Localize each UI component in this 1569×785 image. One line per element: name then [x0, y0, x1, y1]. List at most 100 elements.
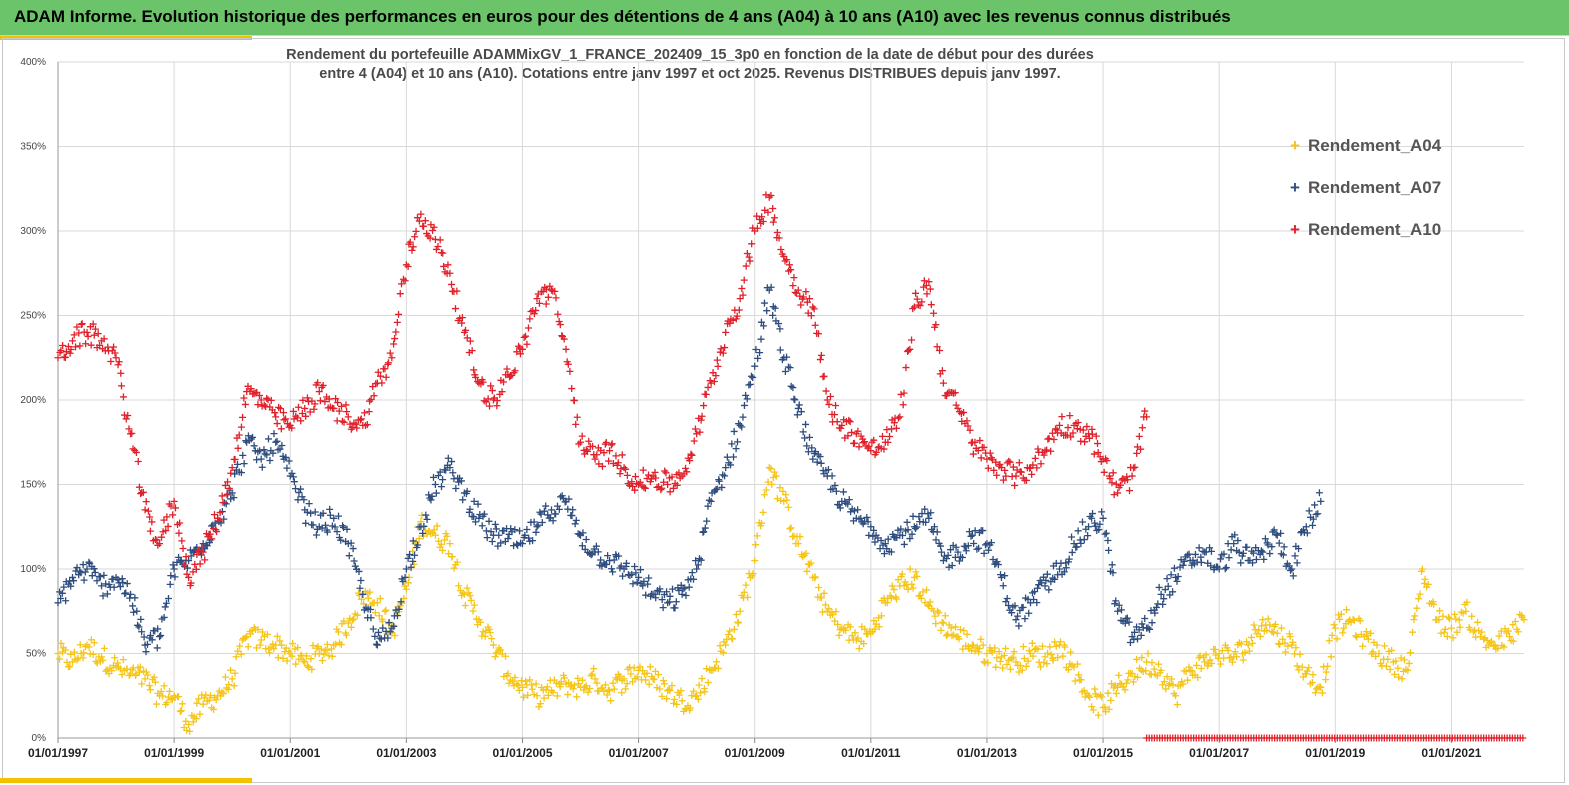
data-point-rendement-a07	[406, 551, 414, 559]
data-point-rendement-a04	[977, 635, 985, 643]
data-point-rendement-a04	[505, 679, 513, 687]
data-point-rendement-a10	[399, 275, 407, 283]
data-point-rendement-a04	[116, 665, 124, 673]
data-point-rendement-a04	[1353, 633, 1361, 641]
data-point-rendement-a07	[459, 496, 467, 504]
data-point-rendement-a10	[589, 442, 597, 450]
data-point-rendement-a10	[288, 424, 296, 432]
data-point-rendement-a07	[1311, 501, 1319, 509]
data-point-rendement-a04	[600, 687, 608, 695]
data-point-rendement-a10	[570, 397, 578, 405]
data-point-rendement-a07	[1021, 615, 1029, 623]
data-point-rendement-a10	[516, 350, 524, 358]
data-point-rendement-a10	[90, 331, 98, 339]
data-point-rendement-a04	[528, 685, 536, 693]
data-point-rendement-a04	[593, 679, 601, 687]
data-point-rendement-a10	[282, 415, 290, 423]
data-point-rendement-a07	[339, 522, 347, 530]
data-point-rendement-a04	[360, 600, 368, 608]
data-point-rendement-a04	[1249, 639, 1257, 647]
data-point-rendement-a10	[738, 284, 746, 292]
data-point-rendement-a07	[628, 571, 636, 579]
data-point-rendement-a04	[1052, 642, 1060, 650]
data-point-rendement-a10	[402, 261, 410, 269]
data-point-rendement-a10	[219, 499, 227, 507]
data-point-rendement-a07	[877, 536, 885, 544]
data-point-rendement-a04	[1293, 662, 1301, 670]
data-point-rendement-a10	[162, 527, 170, 535]
data-point-rendement-a04	[1258, 622, 1266, 630]
data-point-rendement-a04	[1435, 616, 1443, 624]
data-point-rendement-a07	[1169, 588, 1177, 596]
data-point-rendement-a04	[294, 644, 302, 652]
data-point-rendement-a10	[693, 430, 701, 438]
data-point-rendement-a10	[966, 426, 974, 434]
data-point-rendement-a04	[642, 676, 650, 684]
data-point-rendement-a10	[321, 398, 329, 406]
data-point-rendement-a07	[880, 550, 888, 558]
data-point-rendement-a04	[1243, 638, 1251, 646]
data-point-rendement-a10	[686, 457, 694, 465]
data-point-rendement-a07	[757, 318, 765, 326]
data-point-rendement-a07	[395, 605, 403, 613]
data-point-rendement-a10	[458, 314, 466, 322]
data-point-rendement-a10	[647, 475, 655, 483]
data-point-rendement-a07	[1068, 548, 1076, 556]
data-point-rendement-a10	[789, 282, 797, 290]
data-point-rendement-a07	[1163, 575, 1171, 583]
data-point-rendement-a04	[1324, 662, 1332, 670]
data-point-rendement-a07	[495, 531, 503, 539]
data-point-rendement-a07	[54, 599, 62, 607]
data-point-rendement-a04	[1201, 658, 1209, 666]
data-point-rendement-a07	[736, 421, 744, 429]
data-point-rendement-a04	[535, 703, 543, 711]
data-point-rendement-a07	[119, 578, 127, 586]
data-point-rendement-a07	[335, 512, 343, 520]
data-point-rendement-a04	[719, 649, 727, 657]
data-point-rendement-a07	[532, 528, 540, 536]
data-point-rendement-a04	[574, 674, 582, 682]
data-point-rendement-a04	[1127, 669, 1135, 677]
data-point-rendement-a10	[554, 310, 562, 318]
data-point-rendement-a07	[231, 470, 239, 478]
data-point-rendement-a07	[1249, 559, 1257, 567]
data-point-rendement-a07	[294, 496, 302, 504]
data-point-rendement-a10	[397, 280, 405, 288]
data-point-rendement-a04	[376, 595, 384, 603]
data-point-rendement-a10	[552, 294, 560, 302]
data-point-rendement-a07	[76, 567, 84, 575]
data-point-rendement-a10	[916, 302, 924, 310]
data-point-rendement-a07	[470, 513, 478, 521]
data-point-rendement-a04	[1073, 660, 1081, 668]
x-tick-label: 01/01/2007	[609, 746, 669, 760]
data-point-rendement-a10	[719, 349, 727, 357]
data-point-rendement-a04	[246, 630, 254, 638]
data-point-rendement-a04	[584, 688, 592, 696]
data-point-rendement-a07	[898, 531, 906, 539]
data-point-rendement-a04	[344, 619, 352, 627]
data-point-rendement-a07	[945, 563, 953, 571]
data-point-rendement-a04	[784, 503, 792, 511]
data-point-rendement-a04	[1413, 604, 1421, 612]
data-point-rendement-a07	[123, 580, 131, 588]
data-point-rendement-a10	[444, 261, 452, 269]
data-point-rendement-a07	[975, 544, 983, 552]
legend-marker-a10: +	[1290, 220, 1300, 239]
data-point-rendement-a10	[1045, 434, 1053, 442]
data-point-rendement-a10	[822, 387, 830, 395]
data-point-rendement-a04	[1443, 632, 1451, 640]
data-point-rendement-a10	[1013, 466, 1021, 474]
data-point-rendement-a04	[1168, 675, 1176, 683]
data-point-rendement-a10	[773, 229, 781, 237]
data-point-rendement-a04	[1250, 621, 1258, 629]
data-point-rendement-a10	[974, 447, 982, 455]
data-point-rendement-a10	[141, 506, 149, 514]
data-point-rendement-a07	[739, 413, 747, 421]
data-point-rendement-a07	[1272, 530, 1280, 538]
data-point-rendement-a10	[833, 418, 841, 426]
data-point-rendement-a04	[526, 676, 534, 684]
data-point-rendement-a04	[917, 594, 925, 602]
data-point-rendement-a10	[87, 341, 95, 349]
data-point-rendement-a04	[1318, 689, 1326, 697]
data-point-rendement-a10	[1052, 425, 1060, 433]
